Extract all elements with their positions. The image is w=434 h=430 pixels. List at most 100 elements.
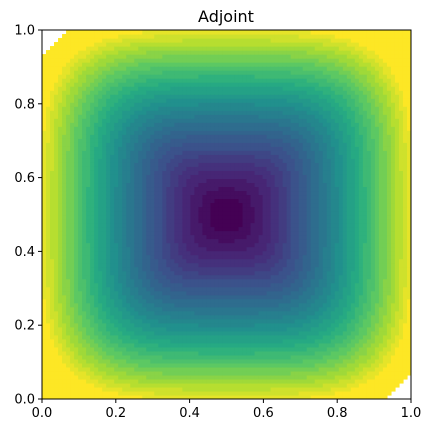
contour-cell (254, 146, 260, 151)
contour-cell (218, 342, 224, 348)
contour-cell (90, 34, 95, 39)
contour-cell (222, 170, 228, 175)
contour-cell (190, 142, 196, 147)
contour-cell (94, 274, 99, 280)
contour-cell (58, 246, 63, 252)
contour-cell (166, 82, 171, 87)
contour-cell (134, 254, 139, 260)
contour-cell (130, 110, 135, 115)
contour-cell (50, 130, 55, 135)
contour-cell (162, 146, 167, 151)
contour-cell (106, 190, 111, 196)
contour-cell (218, 90, 224, 95)
contour-cell (162, 138, 167, 143)
contour-cell (194, 306, 200, 312)
contour-cell (110, 110, 115, 115)
contour-cell (234, 86, 240, 91)
contour-cell (86, 74, 91, 79)
contour-cell (166, 358, 171, 364)
contour-cell (226, 106, 232, 111)
contour-cell (70, 382, 75, 388)
contour-cell (74, 258, 79, 264)
contour-cell (238, 150, 244, 155)
contour-cell (66, 346, 71, 352)
contour-cell (158, 330, 163, 336)
contour-cell (154, 102, 159, 107)
contour-cell (178, 58, 183, 63)
contour-cell (142, 78, 147, 83)
contour-cell (254, 362, 260, 368)
contour-cell (250, 218, 256, 224)
contour-cell (170, 78, 175, 83)
contour-cell (126, 94, 131, 99)
contour-cell (98, 230, 103, 236)
contour-cell (250, 106, 256, 111)
contour-cell (130, 278, 135, 284)
contour-cell (82, 286, 87, 292)
contour-cell (214, 114, 220, 119)
contour-cell (170, 162, 175, 167)
contour-cell (162, 186, 167, 192)
contour-cell (250, 138, 256, 143)
contour-cell (234, 230, 240, 236)
contour-cell (138, 354, 143, 360)
contour-cell (210, 170, 216, 175)
contour-cell (74, 338, 79, 344)
contour-cell (86, 374, 91, 380)
contour-cell (150, 278, 155, 284)
contour-cell (170, 34, 175, 39)
contour-cell (66, 114, 71, 119)
contour-cell (234, 270, 240, 276)
contour-cell (182, 154, 187, 159)
contour-cell (222, 350, 228, 356)
contour-cell (194, 194, 200, 200)
contour-cell (190, 194, 196, 200)
contour-cell (170, 170, 175, 175)
contour-cell (182, 318, 187, 324)
contour-cell (134, 342, 139, 348)
contour-cell (50, 178, 55, 184)
contour-cell (114, 174, 119, 179)
contour-cell (74, 86, 79, 91)
contour-cell (130, 286, 135, 292)
contour-cell (150, 186, 155, 192)
contour-cell (102, 78, 107, 83)
contour-cell (46, 106, 51, 111)
contour-cell (162, 106, 167, 111)
contour-cell (258, 318, 264, 324)
contour-cell (186, 170, 191, 175)
contour-cell (46, 154, 51, 159)
contour-cell (66, 158, 71, 163)
contour-cell (154, 30, 159, 35)
contour-cell (62, 114, 67, 119)
contour-cell (86, 94, 91, 99)
contour-cell (174, 390, 179, 396)
contour-cell (134, 374, 139, 380)
contour-cell (70, 50, 75, 55)
contour-cell (118, 246, 123, 252)
contour-cell (110, 342, 115, 348)
contour-cell (50, 238, 55, 244)
contour-cell (122, 122, 127, 127)
contour-cell (130, 142, 135, 147)
contour-cell (98, 302, 103, 308)
contour-cell (114, 278, 119, 284)
contour-cell (234, 34, 240, 39)
contour-cell (86, 142, 91, 147)
contour-cell (238, 42, 244, 47)
contour-cell (170, 330, 175, 336)
contour-cell (146, 226, 151, 232)
contour-cell (78, 342, 83, 348)
contour-cell (82, 298, 87, 304)
contour-cell (190, 262, 196, 268)
contour-cell (82, 86, 87, 91)
contour-cell (194, 42, 200, 47)
contour-cell (90, 150, 95, 155)
contour-cell (186, 282, 191, 288)
contour-cell (150, 286, 155, 292)
contour-cell (90, 182, 95, 188)
contour-cell (130, 190, 135, 196)
contour-cell (126, 242, 131, 248)
contour-cell (202, 94, 208, 99)
contour-cell (46, 350, 51, 356)
